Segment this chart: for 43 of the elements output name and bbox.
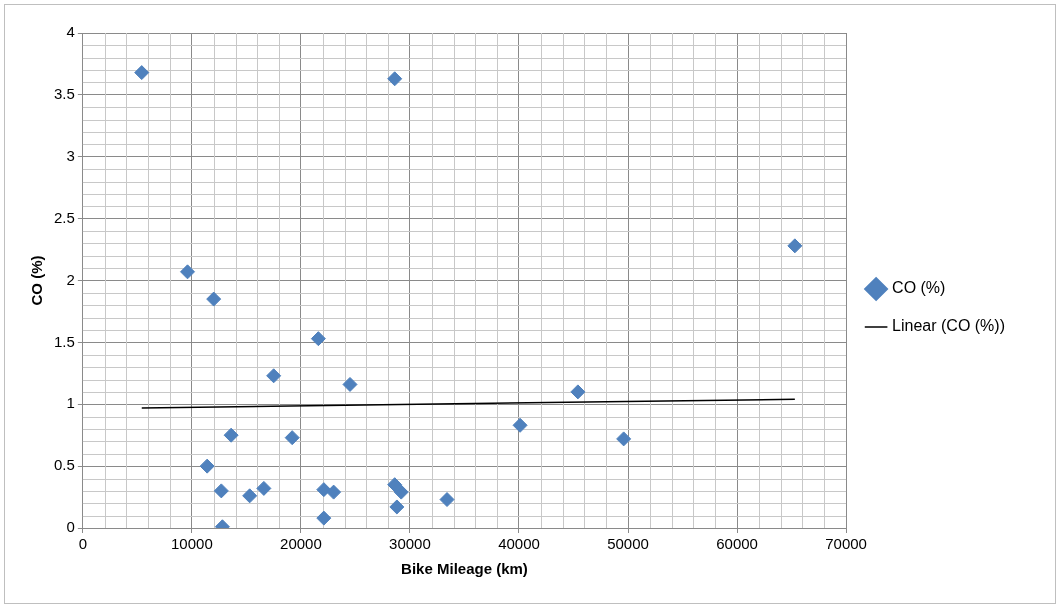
point [266, 368, 282, 384]
x-tick-label: 60000 [716, 535, 758, 553]
point [316, 510, 332, 526]
point [310, 331, 326, 347]
point [787, 238, 803, 254]
point [242, 488, 258, 504]
point [256, 480, 272, 496]
point [616, 431, 632, 447]
x-axis-title: Bike Mileage (km) [401, 560, 528, 578]
point [387, 71, 403, 87]
point [213, 483, 229, 499]
y-tick-label: 0 [66, 518, 75, 536]
legend-label: Linear (CO (%)) [892, 317, 1005, 335]
point [199, 458, 215, 474]
point [206, 291, 222, 307]
point [223, 427, 239, 443]
point [134, 65, 150, 81]
y-tick-label: 1 [66, 394, 75, 412]
x-tick-label: 30000 [389, 535, 431, 553]
point [570, 384, 586, 400]
x-tick-label: 40000 [498, 535, 540, 553]
x-tick-label: 20000 [280, 535, 322, 553]
point [439, 492, 455, 508]
y-tick-label: 2 [66, 270, 75, 288]
legend-label: CO (%) [892, 279, 946, 297]
y-tick-label: 3 [66, 146, 75, 164]
point [284, 430, 300, 446]
point [393, 484, 409, 500]
x-tick-label: 50000 [607, 535, 649, 553]
y-tick-label: 3.5 [53, 85, 75, 103]
point [389, 499, 405, 515]
y-tick-label: 4 [66, 23, 75, 41]
point [342, 376, 358, 392]
y-tick-label: 2.5 [53, 208, 75, 226]
point [180, 264, 196, 280]
y-tick-label: 0.5 [53, 456, 75, 474]
y-axis-title: CO (%) [28, 255, 46, 306]
x-tick-label: 70000 [825, 535, 867, 553]
x-tick-label: 0 [78, 535, 88, 553]
y-tick-label: 1.5 [53, 332, 75, 350]
point [512, 417, 528, 433]
point [326, 484, 342, 500]
x-tick-label: 10000 [171, 535, 213, 553]
